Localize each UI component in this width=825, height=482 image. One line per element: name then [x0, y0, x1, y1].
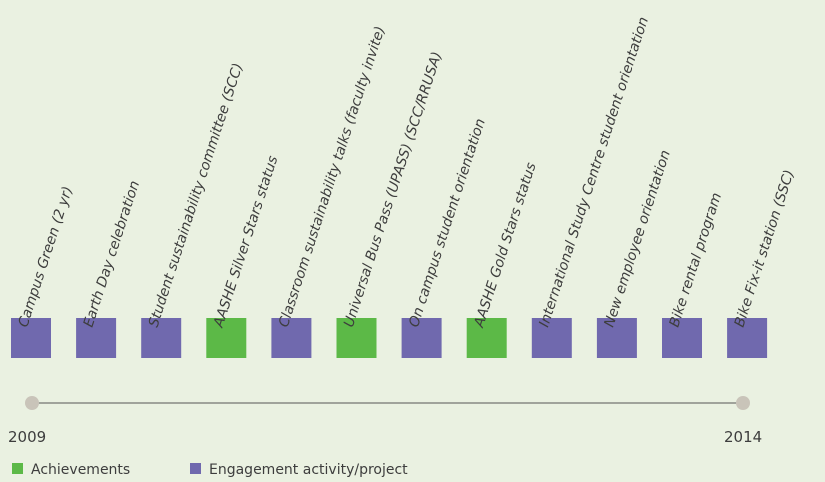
- item-label: Earth Day celebration: [81, 179, 143, 329]
- item-square: [466, 318, 507, 358]
- item-label: New employee orientation: [601, 148, 673, 329]
- item-label: Bike rental program: [667, 191, 726, 329]
- legend-label: Engagement activity/project: [209, 462, 408, 478]
- item-label: AASHE Gold Stars status: [471, 161, 540, 330]
- item-square: [11, 318, 51, 358]
- item-label: AASHE Silver Stars status: [211, 154, 282, 330]
- start-year: 2009: [8, 428, 46, 446]
- item-label: Campus Green (2 yr): [16, 185, 77, 330]
- item-square: [596, 318, 637, 358]
- end-year: 2014: [724, 428, 762, 446]
- timeline-end-dot: [736, 396, 750, 410]
- item-label: Bike Fix-it station (SSC): [732, 168, 798, 329]
- legend-label: Achievements: [31, 462, 130, 478]
- timeline-start-dot: [25, 396, 39, 410]
- item-square: [206, 318, 247, 358]
- item-square: [336, 318, 377, 358]
- item-label: On campus student orientation: [406, 117, 489, 330]
- item-square: [141, 318, 182, 358]
- legend-swatch: [12, 463, 23, 474]
- item-label: Classroom sustainability talks (faculty …: [276, 24, 389, 329]
- item-square: [271, 318, 312, 358]
- item-square: [76, 318, 117, 358]
- item-square: [401, 318, 442, 358]
- item-square: [662, 318, 702, 358]
- item-square: [727, 318, 768, 358]
- legend-swatch: [190, 463, 201, 474]
- item-square: [531, 318, 572, 358]
- item-label: International Study Centre student orien…: [536, 15, 652, 329]
